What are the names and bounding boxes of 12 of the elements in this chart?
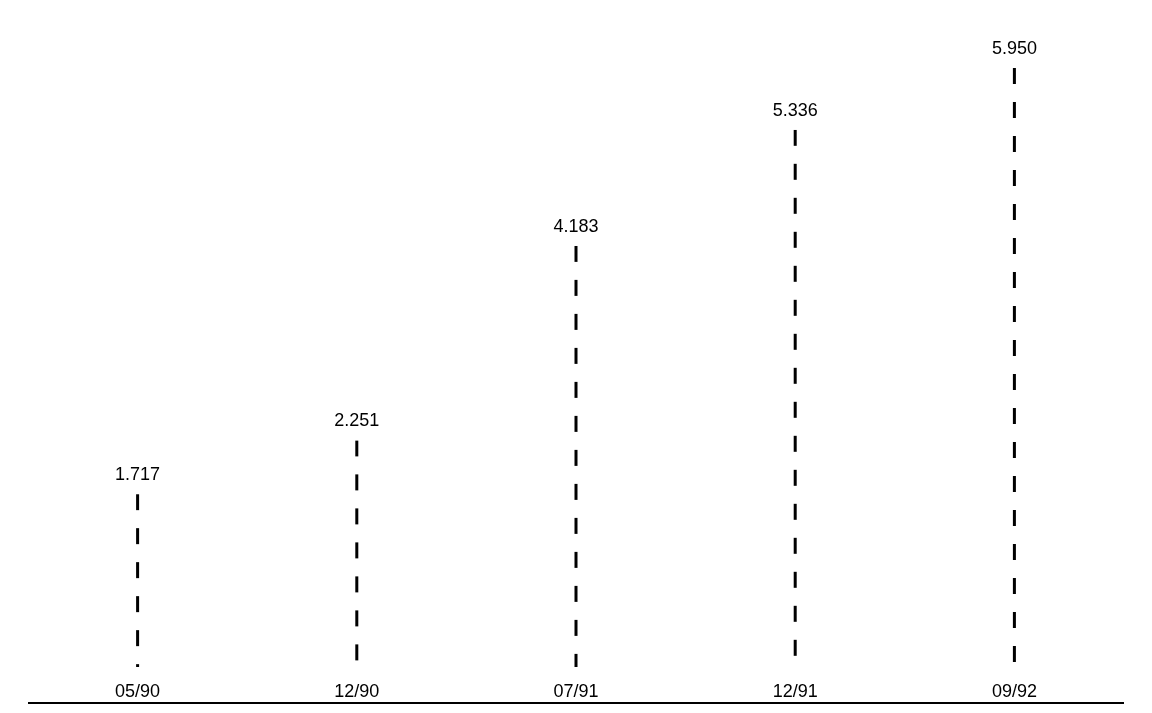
bar (574, 245, 578, 667)
x-tick-label: 07/91 (553, 681, 599, 701)
data-label: 1.717 (115, 464, 161, 485)
x-tick-label: 12/90 (334, 681, 380, 701)
bar (136, 494, 140, 667)
data-label: 4.183 (553, 215, 599, 236)
x-tick-label: 05/90 (115, 681, 161, 701)
x-tick-label: 09/92 (991, 681, 1037, 701)
data-label: 2.251 (334, 410, 380, 431)
data-label: 5.336 (772, 99, 818, 120)
data-label: 5.950 (991, 38, 1037, 58)
x-tick-label: 12/91 (772, 681, 818, 701)
